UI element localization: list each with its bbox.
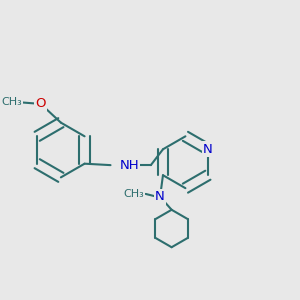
Text: CH₃: CH₃ <box>124 189 144 199</box>
Text: N: N <box>155 190 165 203</box>
Text: CH₃: CH₃ <box>1 98 22 107</box>
Text: N: N <box>203 143 213 156</box>
Text: NH: NH <box>119 159 139 172</box>
Text: O: O <box>35 98 46 110</box>
